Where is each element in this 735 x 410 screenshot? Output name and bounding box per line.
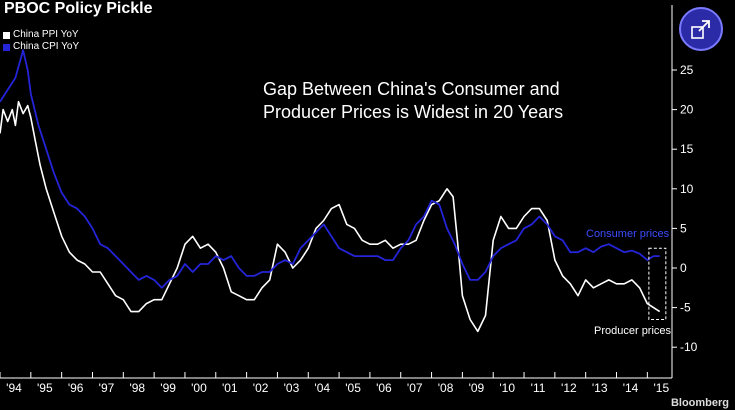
consumer-prices-label: Consumer prices bbox=[586, 228, 670, 240]
x-tick-label: '02 bbox=[253, 381, 269, 395]
x-tick-label: '98 bbox=[129, 381, 145, 395]
x-tick-label: '95 bbox=[37, 381, 53, 395]
page-title: PBOC Policy Pickle bbox=[4, 0, 153, 17]
y-tick-label: 10 bbox=[680, 182, 694, 196]
x-tick-label: '03 bbox=[284, 381, 300, 395]
x-tick-label: '99 bbox=[160, 381, 176, 395]
expand-icon bbox=[691, 20, 710, 39]
x-tick-label: '04 bbox=[314, 381, 330, 395]
annotation-line-1: Gap Between China's Consumer and bbox=[263, 79, 560, 99]
x-tick-label: '08 bbox=[438, 381, 454, 395]
x-tick-label: '15 bbox=[654, 381, 670, 395]
y-tick-label: 0 bbox=[680, 261, 687, 275]
x-tick-label: '12 bbox=[561, 381, 577, 395]
x-tick-label: '97 bbox=[99, 381, 115, 395]
series-line-cpi bbox=[0, 49, 660, 289]
legend-swatch-cpi bbox=[3, 43, 10, 51]
y-tick-label: -10 bbox=[680, 340, 698, 354]
y-tick-label: 5 bbox=[680, 221, 687, 235]
chart-legend: China PPI YoY China CPI YoY bbox=[3, 29, 79, 53]
x-tick-label: '09 bbox=[469, 381, 485, 395]
legend-item-cpi: China CPI YoY bbox=[3, 41, 79, 53]
bloomberg-brand: Bloomberg bbox=[670, 397, 729, 409]
x-tick-label: '05 bbox=[345, 381, 361, 395]
y-tick-label: 25 bbox=[680, 63, 694, 77]
x-tick-label: '06 bbox=[376, 381, 392, 395]
x-tick-label: '01 bbox=[222, 381, 238, 395]
x-tick-label: '00 bbox=[191, 381, 207, 395]
y-tick-label: -5 bbox=[680, 301, 691, 315]
producer-prices-label: Producer prices bbox=[594, 325, 672, 337]
y-tick-label: 15 bbox=[680, 142, 694, 156]
expand-chart-button[interactable] bbox=[679, 7, 723, 51]
x-tick-label: '13 bbox=[592, 381, 608, 395]
legend-swatch-ppi bbox=[3, 31, 10, 39]
series-line-ppi bbox=[0, 100, 661, 333]
gap-highlight-box bbox=[648, 247, 667, 320]
x-tick-label: '11 bbox=[531, 381, 546, 395]
x-tick-label: '96 bbox=[68, 381, 84, 395]
legend-label-cpi: China CPI YoY bbox=[13, 41, 80, 52]
legend-label-ppi: China PPI YoY bbox=[13, 29, 79, 40]
chart-annotation: Gap Between China's Consumer and Produce… bbox=[263, 78, 623, 124]
x-tick-label: '14 bbox=[623, 381, 639, 395]
x-tick-label: '07 bbox=[407, 381, 423, 395]
annotation-line-2: Producer Prices is Widest in 20 Years bbox=[263, 102, 564, 122]
y-tick-label: 20 bbox=[680, 103, 694, 117]
x-tick-label: '10 bbox=[499, 381, 515, 395]
legend-item-ppi: China PPI YoY bbox=[3, 29, 79, 41]
x-tick-label: '94 bbox=[6, 381, 22, 395]
